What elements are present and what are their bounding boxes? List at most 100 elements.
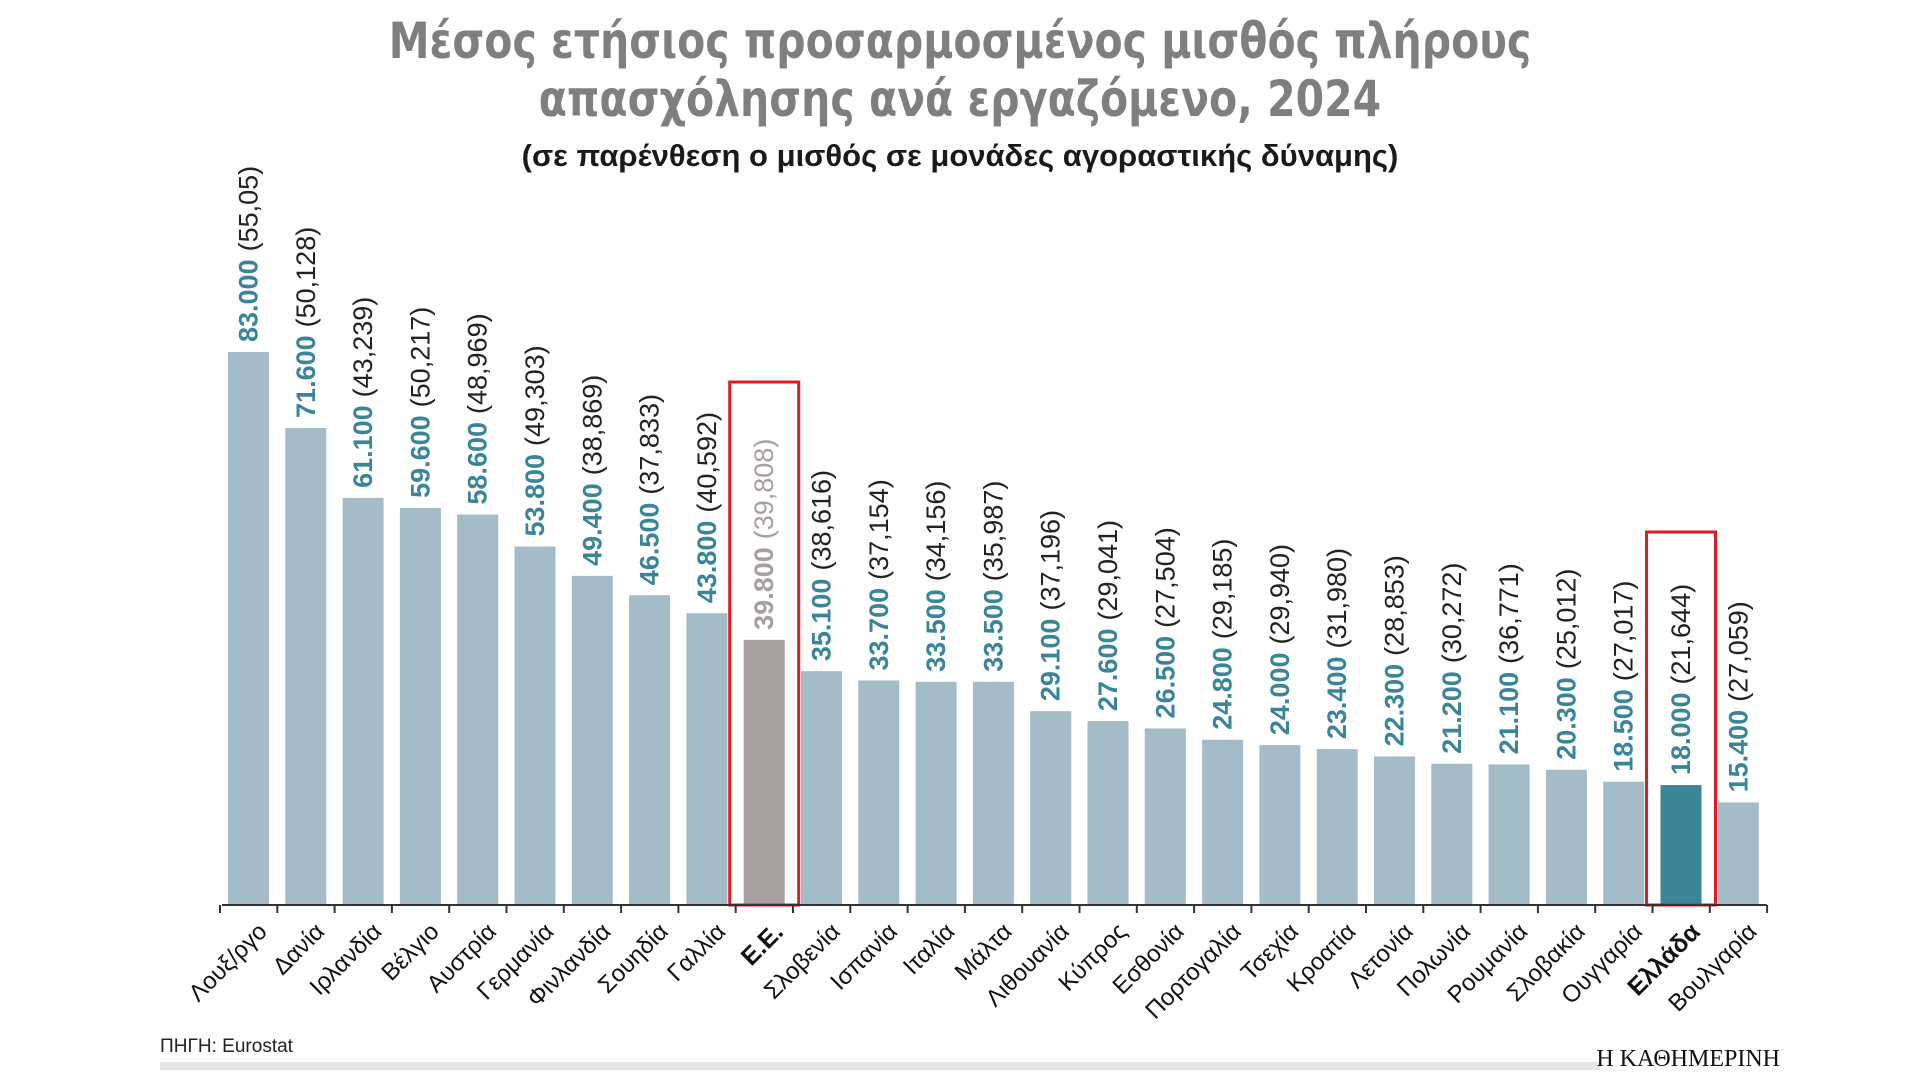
pps-label-11: (38,616) (807, 470, 837, 571)
pps-label-25: (27,017) (1609, 581, 1639, 682)
bar-15 (1030, 711, 1072, 905)
bar-17 (1144, 728, 1186, 905)
value-label-26: 18.000 (1666, 692, 1696, 775)
value-label-22: 21.200 (1437, 671, 1467, 754)
bar-label-12: 33.700 (37,154) (864, 479, 894, 670)
pps-label-5: (48,969) (463, 313, 493, 414)
bar-11 (801, 671, 842, 905)
category-label-9: Γαλλία (662, 918, 731, 987)
bar-23 (1488, 764, 1530, 905)
pps-label-18: (29,185) (1208, 539, 1238, 640)
pps-label-14: (35,987) (978, 481, 1008, 582)
pps-label-22: (30,272) (1437, 563, 1467, 664)
value-label-5: 58.600 (463, 422, 493, 505)
bar-27 (1717, 802, 1759, 905)
bar-label-9: 43.800 (40,592) (692, 412, 722, 603)
value-label-16: 27.600 (1093, 629, 1123, 712)
bar-label-17: 26.500 (27,504) (1150, 527, 1180, 718)
bar-3 (342, 497, 384, 905)
value-label-20: 23.400 (1322, 657, 1352, 740)
bar-label-18: 24.800 (29,185) (1208, 539, 1238, 730)
bar-13 (915, 681, 957, 905)
value-label-19: 24.000 (1265, 653, 1295, 736)
pps-label-4: (50,217) (405, 307, 435, 408)
bar-label-23: 21.100 (36,771) (1494, 563, 1524, 754)
pps-label-19: (29,940) (1265, 544, 1295, 645)
category-labels-layer: Λουξ/ργοΔανίαΙρλανδίαΒέλγιοΑυστρίαΓερμαν… (184, 917, 1763, 1024)
pps-label-7: (38,869) (577, 375, 607, 476)
value-label-18: 24.800 (1208, 647, 1238, 730)
category-label-13: Ιταλία (898, 918, 960, 980)
source-note: ΠΗΓΗ: Eurostat (160, 1036, 293, 1057)
pps-label-20: (31,980) (1322, 548, 1352, 649)
x-axis (219, 904, 1769, 913)
value-label-14: 33.500 (978, 589, 1008, 672)
bar-label-8: 46.500 (37,833) (635, 394, 665, 585)
value-label-15: 29.100 (1036, 619, 1066, 702)
bar-25 (1603, 781, 1645, 905)
chart-title: Μέσος ετήσιος προσαρμοσμένος μισθός πλήρ… (173, 12, 1747, 128)
bar-label-26: 18.000 (21,644) (1666, 584, 1696, 775)
pps-label-16: (29,041) (1093, 520, 1123, 621)
pps-label-9: (40,592) (692, 412, 722, 513)
value-label-21: 22.300 (1380, 664, 1410, 747)
pps-label-24: (25,012) (1551, 569, 1581, 670)
pps-label-27: (27,059) (1723, 601, 1753, 702)
value-label-12: 33.700 (864, 588, 894, 671)
bar-14 (972, 681, 1014, 905)
value-label-9: 43.800 (692, 521, 722, 604)
pps-label-3: (43,239) (348, 297, 378, 398)
bar-9 (686, 613, 728, 905)
bar-label-5: 58.600 (48,969) (463, 313, 493, 504)
bar-16 (1087, 721, 1129, 905)
bar-7 (571, 575, 613, 905)
pps-label-8: (37,833) (635, 394, 665, 495)
bar-26 (1660, 785, 1702, 905)
bar-22 (1431, 763, 1473, 905)
bars-layer (228, 352, 1759, 905)
value-label-13: 33.500 (921, 589, 951, 672)
bar-label-19: 24.000 (29,940) (1265, 544, 1295, 735)
bar-label-13: 33.500 (34,156) (921, 481, 951, 672)
value-label-3: 61.100 (348, 405, 378, 488)
chart-title-line-1: Μέσος ετήσιος προσαρμοσμένος μισθός πλήρ… (388, 12, 1532, 70)
bar-19 (1259, 745, 1301, 905)
bar-label-16: 27.600 (29,041) (1093, 520, 1123, 711)
pps-label-21: (28,853) (1380, 555, 1410, 656)
bar-label-3: 61.100 (43,239) (348, 297, 378, 488)
bar-6 (514, 546, 556, 905)
footer-divider (160, 1062, 1600, 1070)
value-label-6: 53.800 (520, 454, 550, 537)
chart-title-line-2: απασχόλησης ανά εργαζόμενο, 2024 (538, 70, 1382, 128)
bar-24 (1545, 769, 1587, 905)
value-label-27: 15.400 (1723, 710, 1753, 793)
value-label-1: 83.000 (234, 259, 264, 342)
value-label-17: 26.500 (1150, 636, 1180, 719)
pps-label-10: (39,808) (749, 439, 779, 540)
bar-label-27: 15.400 (27,059) (1723, 601, 1753, 792)
bar-label-2: 71.600 (50,128) (291, 227, 321, 418)
bar-label-14: 33.500 (35,987) (978, 481, 1008, 672)
value-label-2: 71.600 (291, 335, 321, 418)
pps-label-15: (37,196) (1036, 510, 1066, 611)
value-label-7: 49.400 (577, 483, 607, 566)
value-label-11: 35.100 (807, 579, 837, 662)
bar-12 (858, 680, 900, 905)
bar-label-21: 22.300 (28,853) (1380, 555, 1410, 746)
bar-4 (399, 507, 441, 905)
publisher-logo-text: Η ΚΑΘΗΜΕΡΙΝΗ (1596, 1046, 1780, 1072)
pps-label-23: (36,771) (1494, 563, 1524, 664)
bar-1 (228, 352, 269, 905)
bar-10 (743, 639, 785, 905)
bar-label-1: 83.000 (55,05) (234, 166, 264, 342)
bar-label-10: 39.800 (39,808) (749, 439, 779, 630)
bar-label-20: 23.400 (31,980) (1322, 548, 1352, 739)
bar-5 (457, 514, 499, 905)
bar-label-24: 20.300 (25,012) (1551, 569, 1581, 760)
pps-label-2: (50,128) (291, 227, 321, 328)
bar-label-15: 29.100 (37,196) (1036, 510, 1066, 701)
value-label-25: 18.500 (1609, 689, 1639, 772)
pps-label-6: (49,303) (520, 345, 550, 446)
bar-label-11: 35.100 (38,616) (807, 470, 837, 661)
